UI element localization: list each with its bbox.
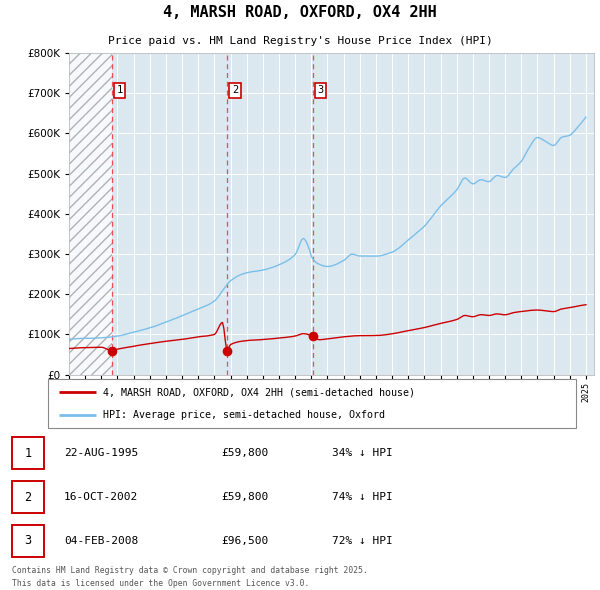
Text: £59,800: £59,800 [221, 448, 269, 458]
Text: 3: 3 [24, 535, 31, 548]
Text: This data is licensed under the Open Government Licence v3.0.: This data is licensed under the Open Gov… [12, 579, 309, 588]
Text: 1: 1 [24, 447, 31, 460]
Text: 2: 2 [24, 490, 31, 504]
FancyBboxPatch shape [12, 525, 44, 557]
Text: Price paid vs. HM Land Registry's House Price Index (HPI): Price paid vs. HM Land Registry's House … [107, 36, 493, 46]
Text: 34% ↓ HPI: 34% ↓ HPI [332, 448, 392, 458]
Text: £59,800: £59,800 [221, 492, 269, 502]
Bar [69, 53, 112, 375]
FancyBboxPatch shape [12, 481, 44, 513]
Text: 04-FEB-2008: 04-FEB-2008 [64, 536, 139, 546]
Text: £96,500: £96,500 [221, 536, 269, 546]
FancyBboxPatch shape [48, 379, 576, 428]
Text: 2: 2 [232, 85, 238, 95]
Text: 3: 3 [317, 85, 324, 95]
Text: 22-AUG-1995: 22-AUG-1995 [64, 448, 139, 458]
FancyBboxPatch shape [12, 437, 44, 469]
Text: 16-OCT-2002: 16-OCT-2002 [64, 492, 139, 502]
Text: HPI: Average price, semi-detached house, Oxford: HPI: Average price, semi-detached house,… [103, 409, 385, 419]
Text: Contains HM Land Registry data © Crown copyright and database right 2025.: Contains HM Land Registry data © Crown c… [12, 566, 368, 575]
Text: 1: 1 [116, 85, 123, 95]
Text: 4, MARSH ROAD, OXFORD, OX4 2HH (semi-detached house): 4, MARSH ROAD, OXFORD, OX4 2HH (semi-det… [103, 388, 415, 398]
Text: 74% ↓ HPI: 74% ↓ HPI [332, 492, 392, 502]
Text: 4, MARSH ROAD, OXFORD, OX4 2HH: 4, MARSH ROAD, OXFORD, OX4 2HH [163, 5, 437, 20]
Text: 72% ↓ HPI: 72% ↓ HPI [332, 536, 392, 546]
